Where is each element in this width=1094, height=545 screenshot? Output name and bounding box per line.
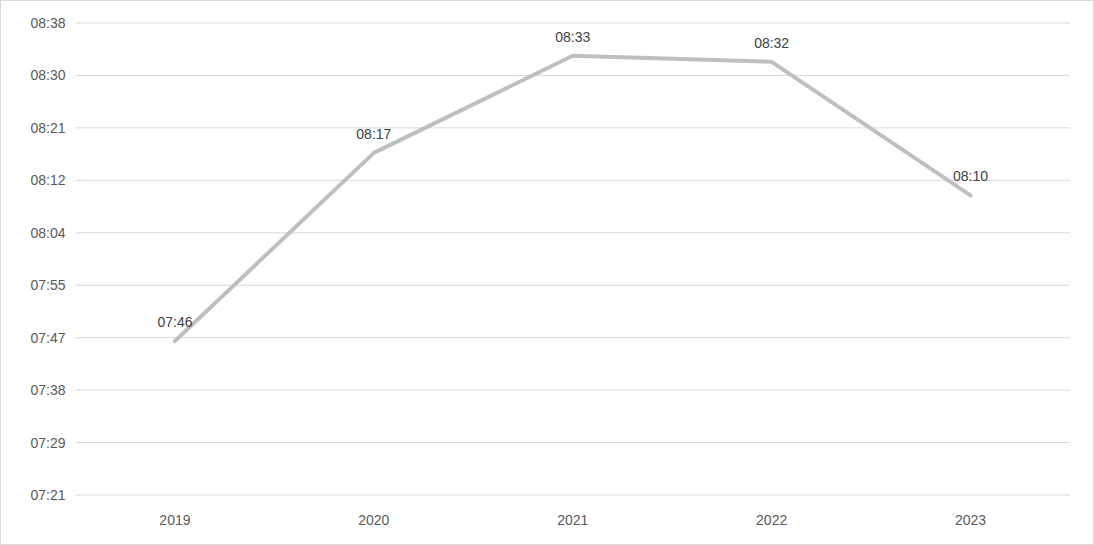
grid-line — [76, 495, 1071, 496]
chart-border — [1, 1, 1094, 545]
grid-line — [76, 127, 1071, 128]
grid-line — [76, 75, 1071, 76]
chart-svg: 07:21 07:29 07:38 07:47 07:55 08:04 08:12 08:21… — [0, 0, 1094, 545]
grid-line — [76, 442, 1071, 443]
data-label: 08:32 — [754, 35, 789, 51]
data-label: 07:46 — [157, 314, 192, 330]
y-tick-label: 07:47 — [30, 330, 65, 346]
grid-line — [76, 390, 1071, 391]
y-tick-label: 08:12 — [30, 172, 65, 188]
grid-line — [76, 23, 1071, 24]
data-label: 08:10 — [953, 168, 988, 184]
plot-area — [175, 56, 971, 341]
y-tick-label: 08:30 — [30, 67, 65, 83]
x-tick-label: 2023 — [955, 512, 986, 528]
x-tick-label: 2019 — [159, 512, 190, 528]
data-label: 08:17 — [356, 126, 391, 142]
y-tick-label: 07:38 — [30, 382, 65, 398]
chart-container: 07:21 07:29 07:38 07:47 07:55 08:04 08:12 08:21… — [0, 0, 1094, 545]
grid-line — [76, 337, 1071, 338]
grid-line — [76, 232, 1071, 233]
x-tick-label: 2022 — [756, 512, 787, 528]
y-tick-label: 08:38 — [30, 15, 65, 31]
x-tick-label: 2020 — [358, 512, 389, 528]
y-axis-line — [75, 23, 76, 495]
series-line — [175, 56, 971, 341]
y-tick-label: 08:04 — [30, 225, 65, 241]
grid-line — [76, 180, 1071, 181]
y-tick-label: 08:21 — [30, 120, 65, 136]
y-tick-label: 07:29 — [30, 435, 65, 451]
x-tick-label: 2021 — [557, 512, 588, 528]
y-tick-label: 07:55 — [30, 277, 65, 293]
data-label: 08:33 — [555, 29, 590, 45]
y-tick-label: 07:21 — [30, 487, 65, 503]
grid-line — [76, 285, 1071, 286]
